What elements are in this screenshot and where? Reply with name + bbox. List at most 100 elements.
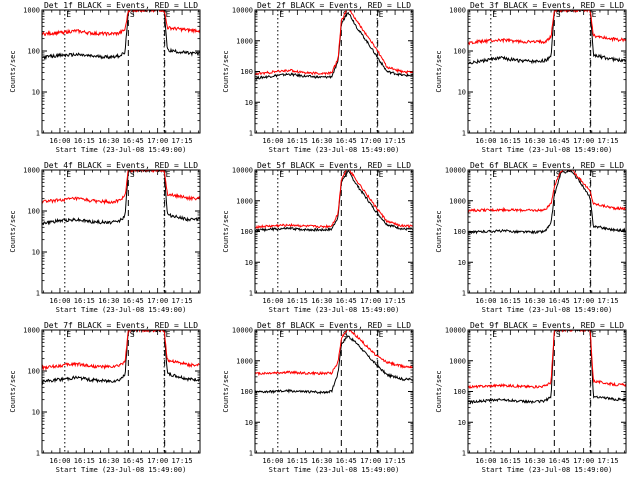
x-tick-label: 16:15 (500, 297, 521, 305)
marker-label: E (379, 330, 384, 339)
x-axis-label: Start Time (23-Jul-08 15:49:00) (482, 306, 613, 314)
x-axis-label: Start Time (23-Jul-08 15:49:00) (482, 466, 613, 474)
x-tick-label: 16:15 (287, 137, 308, 145)
y-tick-label: 100 (453, 48, 466, 56)
marker-label: E (166, 10, 171, 19)
marker-label: S (130, 170, 135, 179)
y-tick-label: 1 (462, 290, 466, 298)
panel-title: Det 4f BLACK = Events, RED = LLD (44, 161, 198, 170)
series-line-lld (468, 330, 626, 389)
detector-panel-2: Det 2f BLACK = Events, RED = LLD Counts/s… (213, 0, 426, 160)
marker-label: S (556, 10, 561, 19)
plot-frame (254, 169, 414, 294)
series-group (255, 330, 413, 395)
x-tick-label: 16:30 (524, 137, 545, 145)
panel-title: Det 2f BLACK = Events, RED = LLD (257, 1, 411, 10)
x-tick-label: 17:00 (360, 457, 381, 465)
y-tick-label: 1000 (23, 327, 40, 335)
lightcurve-plot: Det 4f BLACK = Events, RED = LLD Counts/s… (9, 161, 201, 314)
y-tick-label: 1 (36, 450, 40, 458)
x-tick-label: 17:15 (385, 457, 406, 465)
y-tick-label: 1000 (23, 167, 40, 175)
marker-label: E (166, 330, 171, 339)
series-line-events (255, 11, 413, 81)
y-tick-label: 1 (249, 290, 253, 298)
x-tick-label: 17:15 (385, 137, 406, 145)
y-tick-label: 10 (32, 89, 40, 97)
plot-frame (467, 329, 627, 454)
y-tick-label: 100 (27, 368, 40, 376)
plot-frame (41, 169, 201, 294)
y-tick-label: 10 (458, 419, 466, 427)
y-axis-label: Counts/sec (9, 50, 17, 92)
series-line-lld (468, 170, 626, 213)
panel-title: Det 3f BLACK = Events, RED = LLD (470, 1, 624, 10)
x-tick-label: 17:00 (360, 297, 381, 305)
y-tick-label: 1000 (449, 357, 466, 365)
y-tick-label: 10 (245, 99, 253, 107)
plot-frame (254, 329, 414, 454)
x-tick-label: 17:15 (598, 457, 619, 465)
x-tick-label: 16:45 (336, 137, 357, 145)
series-line-lld (255, 10, 413, 76)
detector-panel-3: Det 3f BLACK = Events, RED = LLD Counts/s… (426, 0, 639, 160)
lightcurve-plot: Det 3f BLACK = Events, RED = LLD Counts/s… (435, 1, 627, 154)
series-group (255, 170, 413, 233)
detector-panel-9: Det 9f BLACK = Events, RED = LLD Counts/s… (426, 320, 639, 480)
detector-panel-1: Det 1f BLACK = Events, RED = LLD Counts/s… (0, 0, 213, 160)
panel-title: Det 7f BLACK = Events, RED = LLD (44, 321, 198, 330)
x-tick-label: 16:45 (549, 297, 570, 305)
x-tick-label: 16:00 (262, 297, 283, 305)
y-tick-label: 10000 (232, 167, 253, 175)
series-group (468, 10, 626, 65)
series-group (468, 330, 626, 405)
x-tick-label: 16:00 (475, 137, 496, 145)
panel-title: Det 8f BLACK = Events, RED = LLD (257, 321, 411, 330)
marker-label: E (492, 170, 497, 179)
x-tick-label: 16:15 (74, 457, 95, 465)
lightcurve-plot: Det 5f BLACK = Events, RED = LLD Counts/s… (222, 161, 414, 314)
series-line-events (468, 330, 626, 405)
y-tick-label: 1000 (449, 7, 466, 15)
series-group (42, 330, 200, 386)
x-tick-label: 17:00 (573, 297, 594, 305)
panel-title: Det 1f BLACK = Events, RED = LLD (44, 1, 198, 10)
y-tick-label: 1 (462, 450, 466, 458)
detector-panel-5: Det 5f BLACK = Events, RED = LLD Counts/s… (213, 160, 426, 320)
x-tick-label: 16:00 (475, 297, 496, 305)
y-tick-label: 1 (249, 450, 253, 458)
marker-label: E (379, 10, 384, 19)
y-axis-label: Counts/sec (435, 370, 443, 412)
marker-label: S (130, 10, 135, 19)
x-tick-label: 16:45 (336, 297, 357, 305)
y-tick-label: 100 (240, 68, 253, 76)
marker-label: S (343, 330, 348, 339)
x-tick-label: 16:00 (262, 137, 283, 145)
x-tick-label: 16:30 (98, 297, 119, 305)
marker-label: S (343, 10, 348, 19)
lightcurve-plot: Det 2f BLACK = Events, RED = LLD Counts/s… (222, 1, 414, 154)
y-tick-label: 1000 (23, 7, 40, 15)
marker-label: E (66, 330, 71, 339)
x-tick-label: 16:00 (475, 457, 496, 465)
x-tick-label: 17:15 (172, 457, 193, 465)
lightcurve-plot: Det 6f BLACK = Events, RED = LLD Counts/s… (435, 161, 627, 314)
detector-panel-6: Det 6f BLACK = Events, RED = LLD Counts/s… (426, 160, 639, 320)
marker-label: E (592, 170, 597, 179)
series-line-events (42, 170, 200, 226)
plot-frame (467, 169, 627, 294)
y-tick-label: 1000 (236, 37, 253, 45)
x-tick-label: 16:30 (311, 297, 332, 305)
x-axis-label: Start Time (23-Jul-08 15:49:00) (482, 146, 613, 154)
x-tick-label: 16:45 (549, 457, 570, 465)
y-tick-label: 100 (453, 228, 466, 236)
detector-panel-4: Det 4f BLACK = Events, RED = LLD Counts/s… (0, 160, 213, 320)
x-axis-label: Start Time (23-Jul-08 15:49:00) (56, 146, 187, 154)
panel-title: Det 6f BLACK = Events, RED = LLD (470, 161, 624, 170)
marker-label: S (130, 330, 135, 339)
series-line-lld (42, 170, 200, 206)
x-tick-label: 17:15 (172, 137, 193, 145)
x-tick-label: 16:15 (287, 457, 308, 465)
x-tick-label: 16:00 (49, 137, 70, 145)
lightcurve-plot: Det 9f BLACK = Events, RED = LLD Counts/s… (435, 321, 627, 474)
